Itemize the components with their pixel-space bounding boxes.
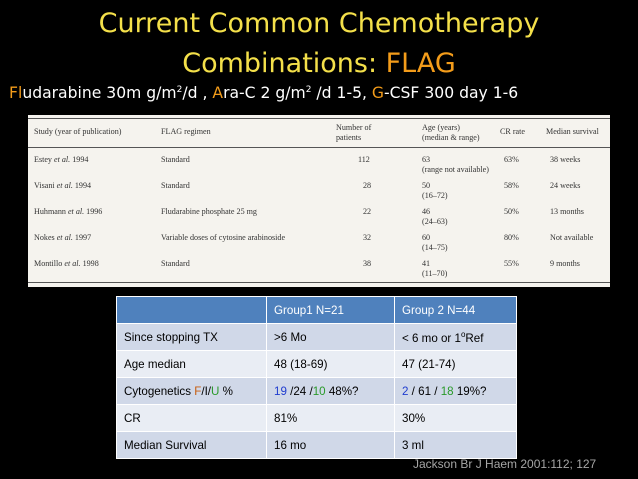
- citation: Jackson Br J Haem 2001:112; 127: [413, 457, 597, 471]
- row-age-range: (14–75): [422, 243, 448, 252]
- row-survival: 24 weeks: [550, 181, 581, 190]
- regimen-ara-text: ra-C 2 g/m: [223, 84, 306, 102]
- row-label-stopping: Since stopping TX: [116, 323, 267, 351]
- cell-g1-cr: 81%: [266, 404, 395, 432]
- row-regimen: Variable doses of cytosine arabinoside: [161, 233, 286, 242]
- regimen-ara-initial: A: [212, 84, 224, 102]
- row-cr: 80%: [504, 233, 519, 242]
- row-age: 63: [422, 155, 431, 164]
- table-row: Age median 48 (18-69) 47 (21-74): [116, 350, 517, 378]
- row-patients: 112: [358, 155, 370, 164]
- row-label-age: Age median: [116, 350, 267, 378]
- cell-g1-cytogenetics: 19 /24 /10 48%?: [266, 377, 395, 405]
- title-line-2-prefix: Combinations:: [182, 48, 386, 79]
- row-label-cytogenetics: Cytogenetics F/I/U %: [116, 377, 267, 405]
- header-survival: Median survival: [546, 127, 599, 136]
- title-line-1: Current Common Chemotherapy: [98, 8, 540, 39]
- row-patients: 32: [363, 233, 372, 242]
- row-label-survival: Median Survival: [116, 431, 267, 459]
- row-age: 50: [422, 181, 431, 190]
- title-line-2: Combinations: FLAG: [0, 44, 638, 84]
- row-age-range: (11–70): [422, 269, 448, 278]
- cell-g2-age: 47 (21-74): [394, 350, 517, 378]
- group-comparison-table: Group1 N=21 Group 2 N=44 Since stopping …: [116, 296, 517, 459]
- table-rule-top: [28, 118, 610, 119]
- row-regimen: Standard: [161, 259, 190, 268]
- row-age: 60: [422, 233, 431, 242]
- regimen-flu-initial: Fl: [9, 84, 23, 102]
- row-patients: 22: [363, 207, 372, 216]
- regimen-ara-unit: /d 1-5,: [311, 84, 372, 102]
- row-age: 41: [422, 259, 431, 268]
- cell-g2-stopping: < 6 mo or 1oRef: [394, 323, 517, 351]
- row-survival: 13 months: [550, 207, 584, 216]
- cell-g1-survival: 16 mo: [266, 431, 395, 459]
- row-study: Montillo et al. 1998: [34, 259, 99, 268]
- cell-g1-age: 48 (18-69): [266, 350, 395, 378]
- row-label-cr: CR: [116, 404, 267, 432]
- table-row: Since stopping TX >6 Mo < 6 mo or 1oRef: [116, 323, 517, 351]
- row-age-range: (range not available): [422, 165, 489, 174]
- row-age-range: (16–72): [422, 191, 448, 200]
- row-cr: 55%: [504, 259, 519, 268]
- literature-table-image: Study (year of publication) FLAG regimen…: [28, 115, 610, 287]
- header-age-1: Age (years): [422, 123, 460, 132]
- row-study: Huhmann et al. 1996: [34, 207, 103, 216]
- header-patients-2: patients: [336, 133, 362, 142]
- row-patients: 28: [363, 181, 372, 190]
- row-cr: 50%: [504, 207, 519, 216]
- row-age: 46: [422, 207, 431, 216]
- table-header-row: Group1 N=21 Group 2 N=44: [116, 296, 517, 324]
- row-regimen: Standard: [161, 181, 190, 190]
- row-cr: 63%: [504, 155, 519, 164]
- cell-g2-cytogenetics: 2 / 61 / 18 19%?: [394, 377, 517, 405]
- regimen-flu-unit: /d ,: [182, 84, 213, 102]
- header-patients-1: Number of: [336, 123, 372, 132]
- header-age-2: (median & range): [422, 133, 480, 142]
- regimen-gcsf-text: -CSF 300 day 1-6: [384, 84, 519, 102]
- table-row: Median Survival 16 mo 3 ml: [116, 431, 517, 459]
- cell-g1-stopping: >6 Mo: [266, 323, 395, 351]
- title-flag-highlight: FLAG: [385, 48, 456, 79]
- row-survival: 9 months: [550, 259, 580, 268]
- table-rule-header: [28, 147, 610, 148]
- header-regimen: FLAG regimen: [161, 127, 211, 136]
- row-study: Nokes et al. 1997: [34, 233, 92, 242]
- header-blank-cell: [116, 296, 267, 324]
- row-regimen: Fludarabine phosphate 25 mg: [161, 207, 257, 216]
- regimen-gcsf-initial: G: [371, 84, 385, 102]
- table-row: CR 81% 30%: [116, 404, 517, 432]
- header-group2: Group 2 N=44: [394, 296, 517, 324]
- regimen-flu-text: udarabine 30m g/m: [22, 84, 177, 102]
- cell-g2-survival: 3 ml: [394, 431, 517, 459]
- regimen-sup-1: 2: [176, 84, 183, 95]
- header-cr: CR rate: [500, 127, 525, 136]
- regimen-line: Fludarabine 30m g/m2/d , Ara-C 2 g/m2 /d…: [9, 84, 634, 102]
- table-rule-bottom: [28, 282, 610, 283]
- row-survival: 38 weeks: [550, 155, 581, 164]
- slide-title: Current Common Chemotherapy Combinations…: [0, 4, 638, 84]
- row-regimen: Standard: [161, 155, 190, 164]
- row-study: Visani et al. 1994: [34, 181, 92, 190]
- header-study: Study (year of publication): [34, 127, 122, 136]
- row-age-range: (24–63): [422, 217, 448, 226]
- header-group1: Group1 N=21: [266, 296, 395, 324]
- row-study: Estey et al. 1994: [34, 155, 89, 164]
- regimen-sup-2: 2: [305, 84, 312, 95]
- cell-g2-cr: 30%: [394, 404, 517, 432]
- row-cr: 58%: [504, 181, 519, 190]
- row-patients: 38: [363, 259, 372, 268]
- table-row: Cytogenetics F/I/U % 19 /24 /10 48%? 2 /…: [116, 377, 517, 405]
- row-survival: Not available: [550, 233, 594, 242]
